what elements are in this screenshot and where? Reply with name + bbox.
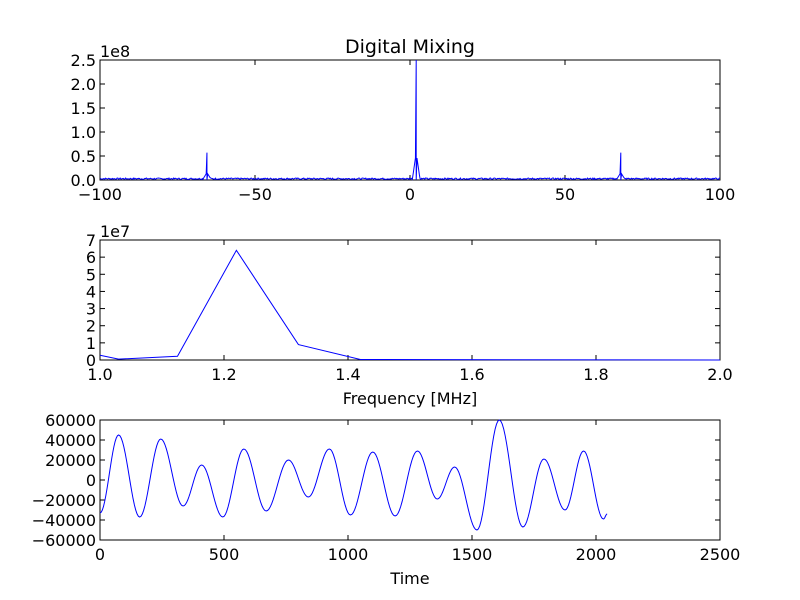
spectrum-ytick-label: 0.0 bbox=[71, 171, 96, 190]
zoom-spectrum-ytick-label: 7 bbox=[86, 231, 96, 250]
spectrum-panel: −100 −50 0 50 100 0.0 0.5 1.0 1.5 2.0 2.5 1e8 bbox=[71, 42, 736, 204]
spectrum-xtick-label: 100 bbox=[705, 185, 736, 204]
zoom-spectrum-xtick-label: 1.0 bbox=[87, 365, 112, 384]
spectrum-ytick-label: 1.5 bbox=[71, 99, 96, 118]
zoom-spectrum-xtick-label: 1.2 bbox=[211, 365, 236, 384]
zoom-spectrum-ytick-label: 4 bbox=[86, 282, 96, 301]
zoom-spectrum-xtick-label: 2.0 bbox=[707, 365, 732, 384]
zoom-spectrum-xtick-label: 1.4 bbox=[335, 365, 360, 384]
time-signal-xtick-label: 1000 bbox=[328, 545, 369, 564]
zoom-spectrum-ytick-label: 1 bbox=[86, 334, 96, 353]
spectrum-xtick-label: 0 bbox=[405, 185, 415, 204]
zoom-spectrum-x-axis-label: Frequency [MHz] bbox=[343, 389, 477, 408]
zoom-spectrum-ytick-label: 6 bbox=[86, 248, 96, 267]
time-signal-xtick-label: 2000 bbox=[576, 545, 617, 564]
spectrum-xtick-label: −50 bbox=[238, 185, 272, 204]
spectrum-xtick-label: 50 bbox=[555, 185, 575, 204]
zoom-spectrum-xtick-label: 1.8 bbox=[583, 365, 608, 384]
time-signal-ytick-label: −60000 bbox=[32, 531, 96, 550]
time-signal-ytick-label: −20000 bbox=[32, 491, 96, 510]
spectrum-ytick-label: 2.0 bbox=[71, 75, 96, 94]
zoom-spectrum-ytick-label: 0 bbox=[86, 351, 96, 370]
spectrum-offset-label: 1e8 bbox=[100, 42, 130, 61]
zoom-spectrum-offset-label: 1e7 bbox=[100, 222, 130, 241]
time-signal-line bbox=[99, 419, 608, 531]
zoom-spectrum-line bbox=[99, 249, 721, 361]
time-signal-axes-frame bbox=[99, 419, 721, 541]
spectrum-ytick-label: 0.5 bbox=[71, 147, 96, 166]
time-signal-ytick-label: 0 bbox=[86, 471, 96, 490]
spectrum-ytick-label: 1.0 bbox=[71, 123, 96, 142]
time-signal-xtick-label: 500 bbox=[209, 545, 240, 564]
figure-title: Digital Mixing bbox=[345, 36, 475, 58]
time-signal-ticks bbox=[99, 419, 721, 541]
spectrum-line bbox=[99, 59, 721, 181]
time-signal-xtick-label: 2500 bbox=[700, 545, 741, 564]
time-signal-ytick-label: 20000 bbox=[45, 451, 96, 470]
zoom-spectrum-ytick-label: 3 bbox=[86, 300, 96, 319]
spectrum-xtick-label: −100 bbox=[78, 185, 122, 204]
time-signal-tick-labels: 0 500 1000 1500 2000 2500−60000−40000−2000002… bbox=[32, 411, 741, 564]
zoom-spectrum-ytick-label: 2 bbox=[86, 317, 96, 336]
spectrum-tick-labels: −100 −50 0 50 100 0.0 0.5 1.0 1.5 2.0 2.5 bbox=[71, 51, 736, 204]
zoom-spectrum-ytick-label: 5 bbox=[86, 265, 96, 284]
time-signal-ytick-label: 40000 bbox=[45, 431, 96, 450]
spectrum-ytick-label: 2.5 bbox=[71, 51, 96, 70]
spectrum-axes-frame bbox=[99, 59, 721, 181]
time-signal-ytick-label: −40000 bbox=[32, 511, 96, 530]
time-signal-ytick-label: 60000 bbox=[45, 411, 96, 430]
time-signal-xtick-label: 1500 bbox=[452, 545, 493, 564]
time-signal-x-axis-label: Time bbox=[389, 569, 429, 588]
zoom-spectrum-axes-frame bbox=[99, 239, 721, 361]
time-signal-xtick-label: 0 bbox=[95, 545, 105, 564]
zoom-spectrum-xtick-label: 1.6 bbox=[459, 365, 484, 384]
time-signal-panel: 0 500 1000 1500 2000 2500−60000−40000−2000002… bbox=[32, 411, 741, 588]
